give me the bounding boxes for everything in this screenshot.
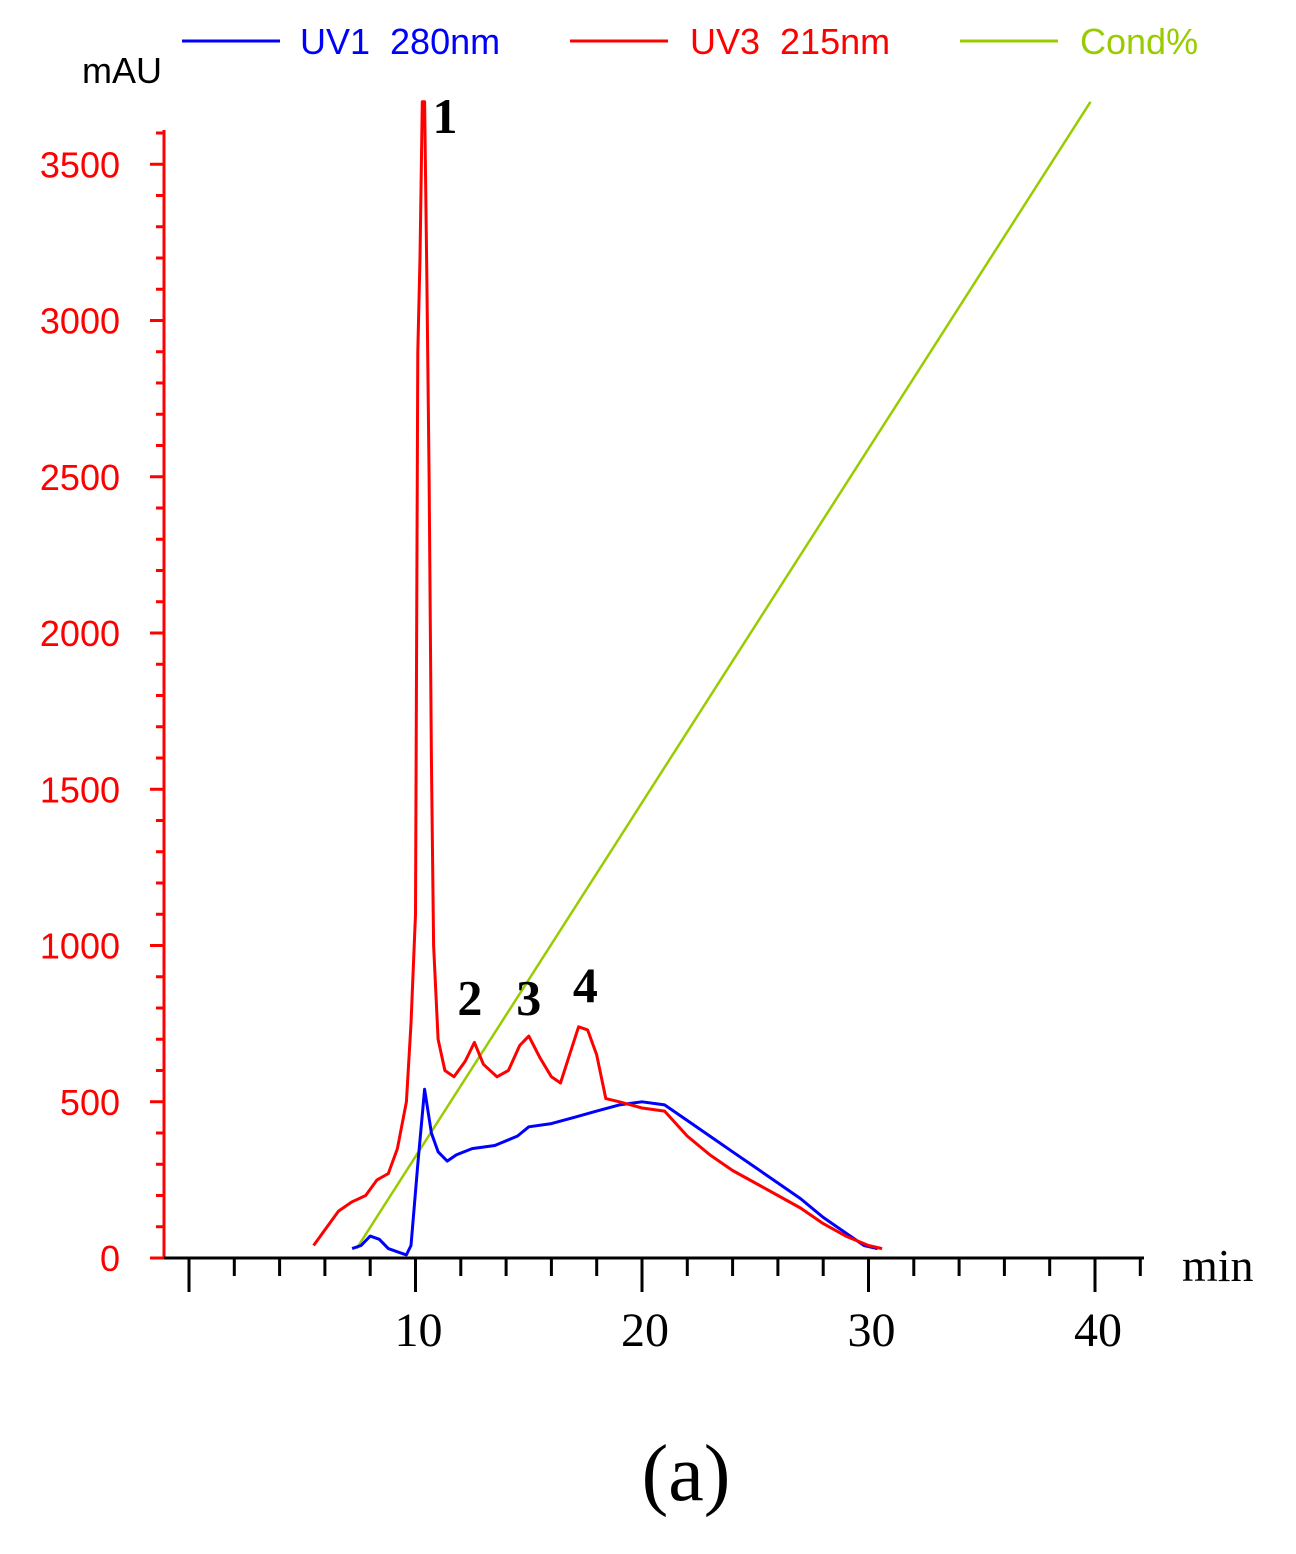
y-tick-label: 1500 bbox=[40, 769, 120, 810]
peak-label: 1 bbox=[432, 88, 457, 144]
y-tick-label: 3500 bbox=[40, 144, 120, 185]
x-tick-label: 30 bbox=[848, 1304, 896, 1357]
y-tick-label: 0 bbox=[100, 1238, 120, 1279]
legend-label-cond: Cond% bbox=[1080, 21, 1198, 62]
y-axis-unit-label: mAU bbox=[82, 50, 162, 91]
y-tick-label: 500 bbox=[60, 1082, 120, 1123]
x-tick-label: 20 bbox=[621, 1304, 669, 1357]
series-line-cond bbox=[355, 101, 1092, 1250]
y-tick-label: 2500 bbox=[40, 457, 120, 498]
y-tick-label: 2000 bbox=[40, 613, 120, 654]
plot-series bbox=[312, 100, 1092, 1257]
y-tick-label: 3000 bbox=[40, 301, 120, 342]
panel-label: (a) bbox=[642, 1430, 731, 1518]
y-tick-label: 1000 bbox=[40, 926, 120, 967]
series-line-uv1 bbox=[351, 1087, 878, 1257]
x-tick-label: 40 bbox=[1074, 1304, 1122, 1357]
x-axis-unit-label: min bbox=[1182, 1240, 1254, 1291]
legend-label-uv3: UV3 215nm bbox=[690, 21, 890, 62]
x-tick-label: 10 bbox=[395, 1304, 443, 1357]
peak-labels: 1 2 3 4 bbox=[432, 88, 597, 1025]
axes: 0 500 1000 1500 2000 2500 3000 3500 10 20 30 40 bbox=[40, 130, 1144, 1357]
peak-label: 3 bbox=[516, 969, 541, 1025]
peak-label: 2 bbox=[457, 969, 482, 1025]
series-line-uv3 bbox=[312, 100, 883, 1251]
legend-label-uv1: UV1 280nm bbox=[300, 21, 500, 62]
peak-label: 4 bbox=[573, 957, 598, 1013]
legend: UV1 280nm UV3 215nm Cond% bbox=[182, 21, 1198, 62]
